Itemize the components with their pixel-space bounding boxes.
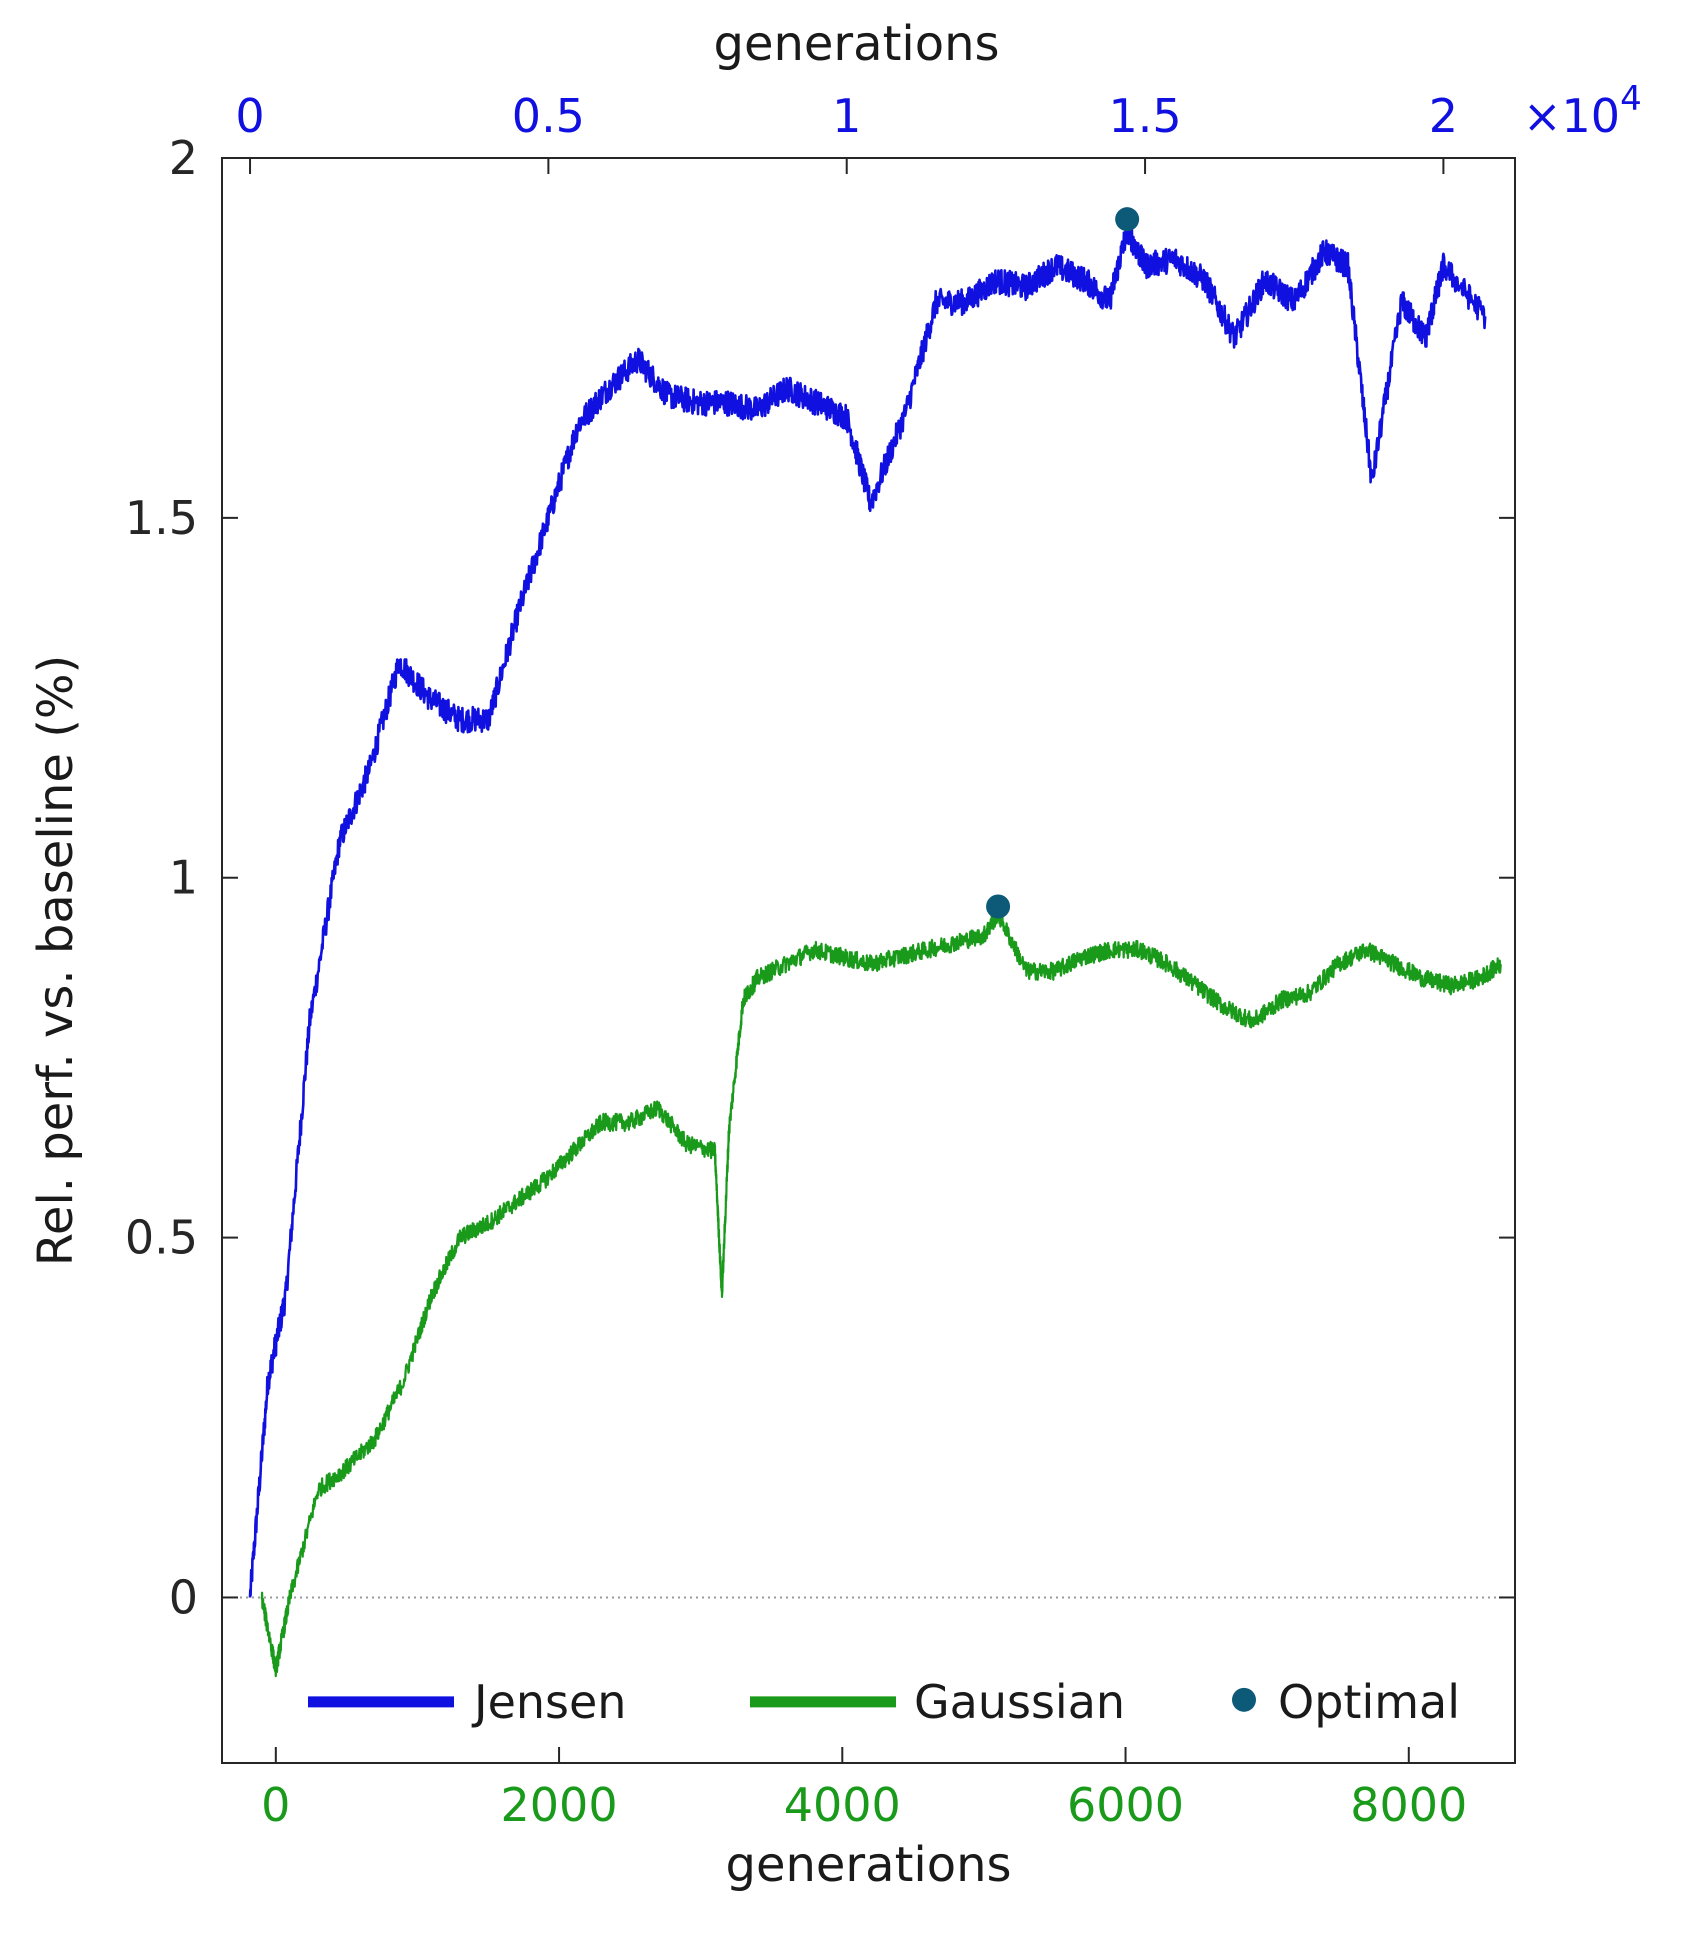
x-bottom-tick-label: 4000 — [784, 1778, 901, 1832]
x-top-tick-label: 1 — [832, 89, 861, 143]
series-line-jensen — [248, 218, 1487, 1598]
x-top-tick-label: 2 — [1429, 89, 1458, 143]
series-line-gaussian — [260, 905, 1502, 1678]
legend-label-gaussian: Gaussian — [914, 1675, 1125, 1729]
y-tick-label: 0 — [169, 1570, 198, 1624]
legend-label-jensen: Jensen — [471, 1675, 626, 1729]
x-bottom-tick-label: 6000 — [1067, 1778, 1184, 1832]
y-tick-label: 1 — [169, 851, 198, 905]
multiplier-base: ×10 — [1523, 89, 1620, 143]
x-axis-top-ticks: 0 0.5 1 1.5 2 — [235, 89, 1458, 174]
legend: Jensen Gaussian Optimal — [308, 1675, 1460, 1729]
x-axis-bottom-label: generations — [725, 1837, 1011, 1893]
x-bottom-tick-label: 8000 — [1350, 1778, 1467, 1832]
x-top-tick-label: 0.5 — [512, 89, 585, 143]
y-tick-label: 2 — [169, 131, 198, 185]
series-layer — [248, 218, 1502, 1678]
x-axis-bottom-ticks: 0 2000 4000 6000 8000 — [261, 1747, 1467, 1832]
y-tick-label: 0.5 — [125, 1211, 198, 1265]
optimal-markers — [986, 207, 1140, 919]
legend-label-optimal: Optimal — [1278, 1675, 1460, 1729]
x-bottom-tick-label: 0 — [261, 1778, 290, 1832]
optimal-marker-jensen — [1115, 207, 1140, 232]
x-axis-top-multiplier: ×104 — [1523, 79, 1642, 143]
plot-frame — [221, 157, 1516, 1764]
multiplier-exponent: 4 — [1620, 79, 1642, 119]
x-top-tick-label: 0 — [235, 89, 264, 143]
y-axis-ticks: 0 0.5 1 1.5 2 — [125, 131, 1515, 1624]
y-axis-label: Rel. perf. vs. baseline (%) — [28, 655, 84, 1267]
x-axis-top-label: generations — [713, 16, 999, 72]
y-tick-label: 1.5 — [125, 491, 198, 545]
x-top-tick-label: 1.5 — [1108, 89, 1181, 143]
optimal-marker-gaussian — [986, 894, 1011, 919]
legend-swatch-optimal — [1232, 1687, 1256, 1712]
x-bottom-tick-label: 2000 — [501, 1778, 618, 1832]
